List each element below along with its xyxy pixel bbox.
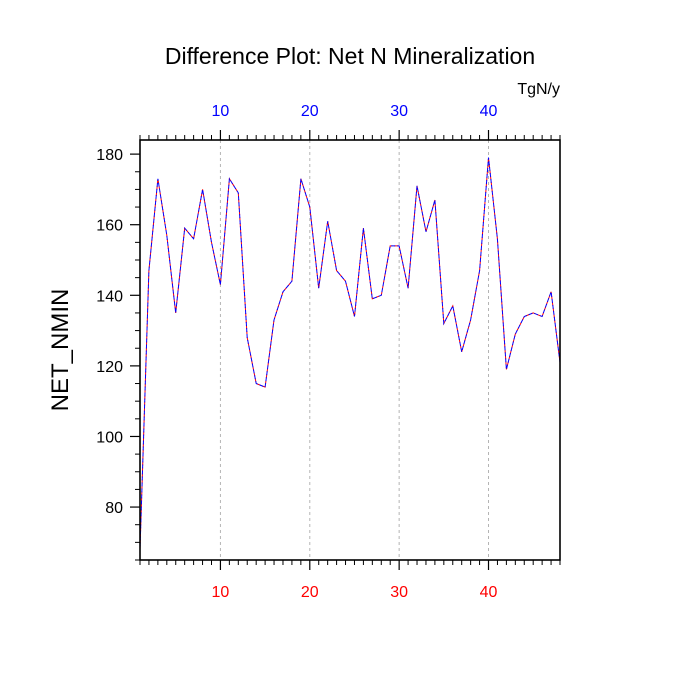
units-label: TgN/y xyxy=(517,81,560,98)
y-tick-label: 180 xyxy=(96,147,123,164)
x-tick-label-top: 20 xyxy=(301,103,319,120)
y-tick-label: 160 xyxy=(96,218,123,235)
y-tick-label: 120 xyxy=(96,359,123,376)
major-ticks xyxy=(130,130,490,570)
x-axis-bottom-labels: 10 20 30 40 xyxy=(212,584,498,601)
x-tick-label-bottom: 30 xyxy=(390,584,408,601)
x-tick-label-top: 40 xyxy=(480,103,498,120)
x-tick-label-bottom: 40 xyxy=(480,584,498,601)
x-tick-label-bottom: 20 xyxy=(301,584,319,601)
minor-ticks xyxy=(135,135,561,565)
x-axis-top-labels: 10 20 30 40 xyxy=(212,103,498,120)
y-tick-label: 80 xyxy=(105,500,123,517)
y-axis-labels: 80 100 120 140 160 180 xyxy=(96,147,123,517)
grid-lines xyxy=(219,140,490,560)
chart-title: Difference Plot: Net N Mineralization xyxy=(165,43,535,69)
x-tick-label-top: 10 xyxy=(212,103,230,120)
plot-frame xyxy=(139,139,561,561)
y-axis-label: NET_NMIN xyxy=(47,289,74,412)
x-tick-label-top: 30 xyxy=(390,103,408,120)
series-lines xyxy=(139,157,561,550)
y-tick-label: 140 xyxy=(96,288,123,305)
series-line-1 xyxy=(139,157,561,550)
series-line-0 xyxy=(139,157,561,550)
x-tick-label-bottom: 10 xyxy=(212,584,230,601)
y-tick-label: 100 xyxy=(96,429,123,446)
